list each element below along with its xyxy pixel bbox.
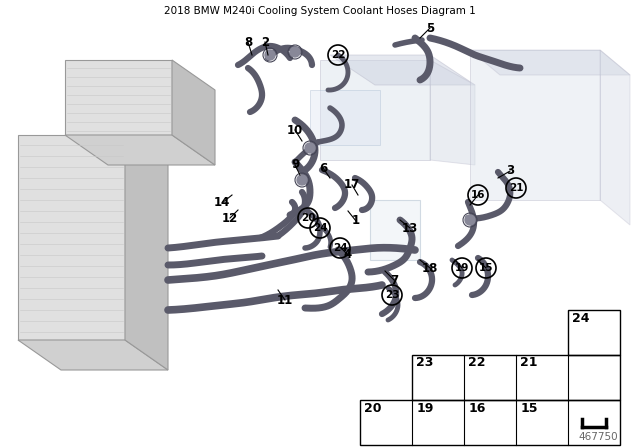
Polygon shape [330,55,475,85]
Polygon shape [125,135,168,370]
Bar [568,310,620,355]
Text: 20: 20 [364,401,381,414]
Text: 14: 14 [214,197,230,210]
Circle shape [265,50,275,60]
Polygon shape [65,60,172,135]
Polygon shape [310,90,380,145]
Text: 16: 16 [471,190,485,200]
Text: 9: 9 [291,159,299,172]
Text: 22: 22 [468,357,486,370]
Text: 2: 2 [261,35,269,48]
Text: 19: 19 [416,401,434,414]
Text: 21: 21 [509,183,524,193]
Text: 20: 20 [301,213,316,223]
Text: 8: 8 [244,35,252,48]
Bar [412,355,620,400]
Polygon shape [600,50,630,225]
Text: 6: 6 [319,161,327,175]
Text: 13: 13 [402,221,418,234]
Polygon shape [18,340,168,370]
Polygon shape [370,200,420,260]
Polygon shape [430,60,475,165]
Text: 24: 24 [313,223,327,233]
Text: 7: 7 [390,273,398,287]
Text: 11: 11 [277,293,293,306]
Text: 467750: 467750 [579,432,618,442]
Text: 15: 15 [479,263,493,273]
Text: 2018 BMW M240i Cooling System Coolant Hoses Diagram 1: 2018 BMW M240i Cooling System Coolant Ho… [164,6,476,16]
Text: 24: 24 [572,311,589,324]
Text: 16: 16 [468,401,486,414]
Circle shape [290,47,300,57]
Text: 21: 21 [520,357,538,370]
Polygon shape [18,135,125,340]
Text: 24: 24 [333,243,348,253]
Text: 5: 5 [426,22,434,34]
Text: 17: 17 [344,178,360,191]
Circle shape [297,175,307,185]
Text: 3: 3 [506,164,514,177]
Text: 23: 23 [416,357,434,370]
Text: 22: 22 [331,50,345,60]
Circle shape [305,143,315,153]
Text: 15: 15 [520,401,538,414]
Polygon shape [172,60,215,165]
Text: 4: 4 [344,249,352,262]
Text: 12: 12 [222,211,238,224]
Bar [360,400,620,445]
Circle shape [465,215,475,225]
Text: 18: 18 [422,262,438,275]
Polygon shape [65,135,215,165]
Text: 19: 19 [455,263,469,273]
Text: 23: 23 [385,290,399,300]
Polygon shape [470,50,630,75]
Polygon shape [470,50,600,200]
Text: 1: 1 [352,215,360,228]
Text: 10: 10 [287,124,303,137]
Polygon shape [320,60,430,160]
